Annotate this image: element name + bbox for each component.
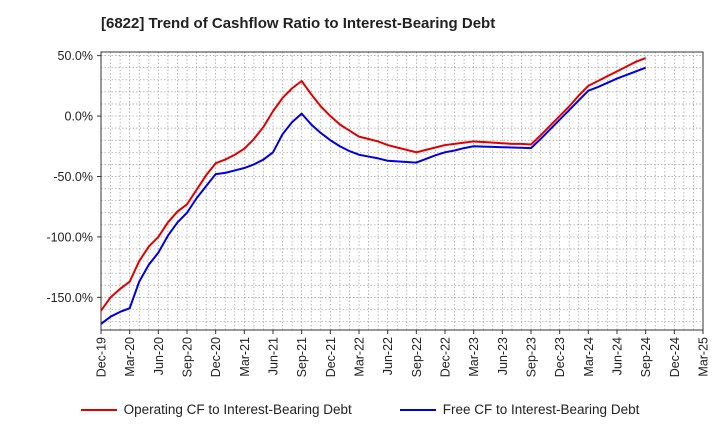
x-tick-label: Jun-23 (496, 337, 510, 375)
x-tick-label: Dec-21 (324, 337, 338, 377)
chart-title: [6822] Trend of Cashflow Ratio to Intere… (101, 15, 496, 32)
x-tick-label: Jun-24 (611, 337, 625, 375)
legend: Operating CF to Interest-Bearing Debt Fr… (0, 402, 720, 417)
x-tick-label: Jun-21 (267, 337, 281, 375)
x-tick-label: Dec-24 (668, 337, 682, 377)
legend-label-free-cf: Free CF to Interest-Bearing Debt (442, 402, 640, 417)
y-tick-label: -50.0% (53, 170, 93, 184)
x-tick-label: Mar-24 (582, 337, 596, 377)
y-tick-label: -100.0% (46, 230, 93, 244)
x-tick-label: Dec-20 (209, 337, 223, 377)
series-lines (100, 57, 647, 325)
series-line-operating-cf (100, 57, 647, 312)
y-tick-label: -150.0% (46, 291, 93, 305)
grid-lines (101, 52, 703, 330)
x-tick-label: Dec-23 (553, 337, 567, 377)
x-tick-label: Dec-19 (95, 337, 109, 377)
x-tick-label: Sep-23 (525, 337, 539, 377)
y-tick-label: 50.0% (58, 49, 93, 63)
x-tick-label: Mar-21 (238, 337, 252, 377)
x-tick-label: Sep-22 (410, 337, 424, 377)
legend-item-operating-cf: Operating CF to Interest-Bearing Debt (80, 402, 352, 417)
x-tick-label: Sep-21 (295, 337, 309, 377)
x-tick-label: Sep-20 (181, 337, 195, 377)
x-tick-label: Dec-22 (439, 337, 453, 377)
axes: 50.0% 0.0% -50.0% -100.0% -150.0% Dec-19 Mar-2… (46, 49, 710, 377)
x-tick-label: Mar-23 (467, 337, 481, 377)
y-tick-label: 0.0% (65, 110, 94, 124)
series-line-free-cf (100, 66, 647, 325)
x-tick-label: Jun-20 (152, 337, 166, 375)
x-tick-label: Jun-22 (381, 337, 395, 375)
plot-frame (100, 51, 704, 331)
legend-swatch-operating-cf (80, 408, 117, 411)
legend-label-operating-cf: Operating CF to Interest-Bearing Debt (123, 402, 352, 417)
x-tick-label: Sep-24 (639, 337, 653, 377)
x-tick-label: Mar-20 (123, 337, 137, 377)
legend-swatch-free-cf (399, 408, 436, 411)
x-tick-label: Mar-25 (697, 337, 711, 377)
legend-item-free-cf: Free CF to Interest-Bearing Debt (399, 402, 640, 417)
x-tick-label: Mar-22 (353, 337, 367, 377)
